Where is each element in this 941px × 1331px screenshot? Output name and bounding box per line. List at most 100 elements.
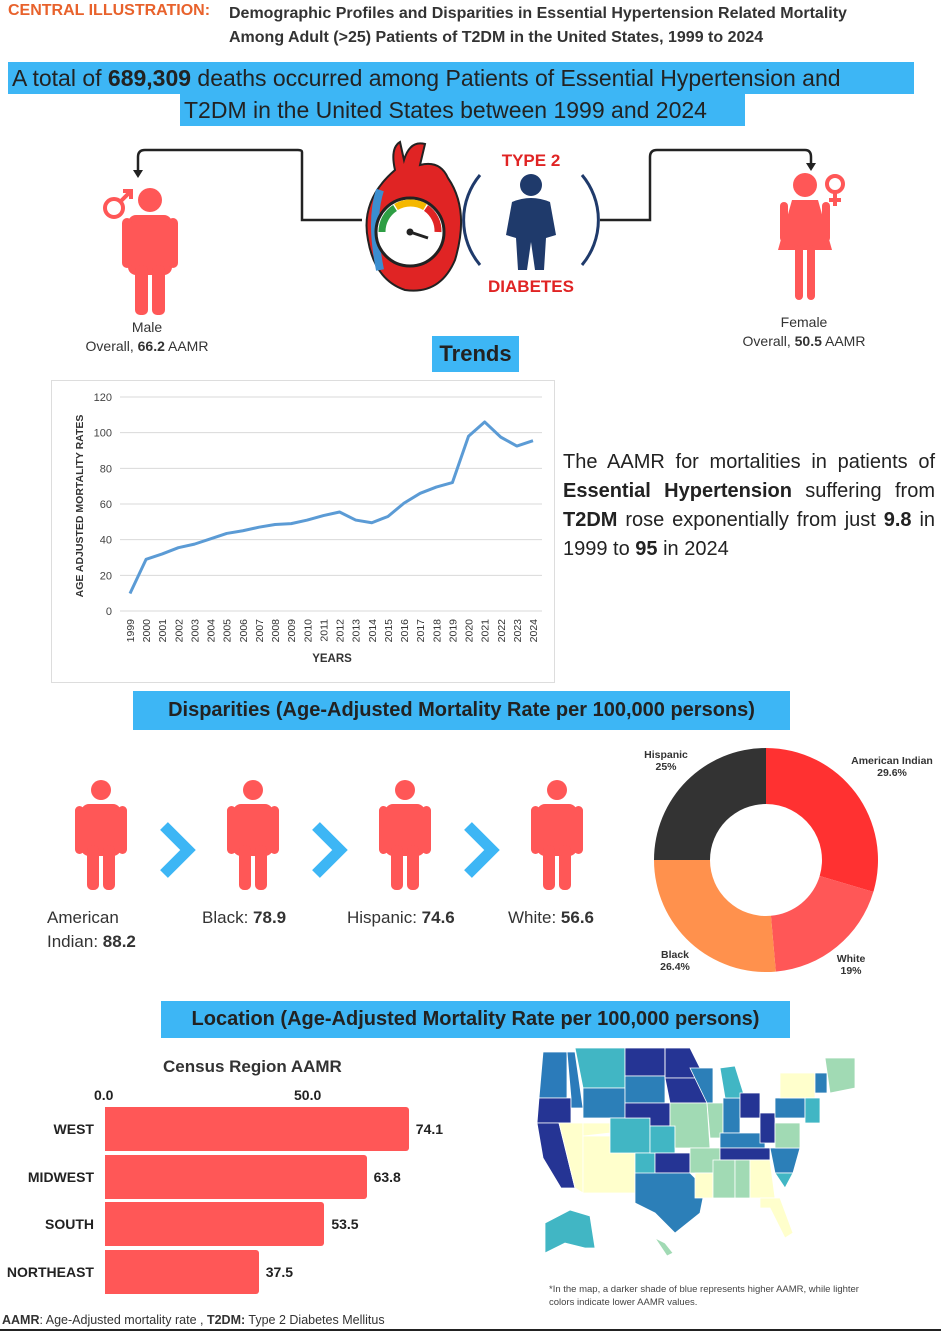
x-tick-label: 2001 bbox=[157, 619, 169, 643]
connector-line-female bbox=[600, 148, 813, 222]
bar-midwest bbox=[105, 1154, 367, 1199]
donut-percent: 26.4% bbox=[660, 961, 690, 973]
y-axis-title: AGE ADJUSTED MORTALITY RATES bbox=[74, 415, 86, 598]
race-value: 78.9 bbox=[253, 908, 287, 927]
race-value: 56.6 bbox=[560, 908, 595, 927]
x-tick-label: 2023 bbox=[512, 619, 524, 643]
bar-category-label: MIDWEST bbox=[27, 1168, 94, 1185]
x-tick-label: 2020 bbox=[464, 619, 476, 643]
bar-value-label: 37.5 bbox=[265, 1263, 293, 1280]
x-tick-label: 2024 bbox=[528, 619, 540, 643]
y-tick-label: 60 bbox=[100, 499, 112, 511]
banner-text: A total of bbox=[12, 65, 108, 91]
person-icon-black bbox=[227, 780, 279, 890]
desc-bold: 95 bbox=[635, 538, 658, 560]
person-icon-american-indian bbox=[75, 780, 127, 890]
race-value: 74.6 bbox=[421, 908, 455, 927]
trend-line bbox=[128, 420, 534, 595]
map-note-line: colors indicate lower AAMR values. bbox=[549, 1297, 698, 1308]
abbr: AAMR bbox=[2, 1313, 40, 1327]
x-tick-label: 2002 bbox=[173, 619, 185, 643]
x-tick-label: 2004 bbox=[206, 619, 218, 643]
type2-text: TYPE 2 bbox=[502, 151, 561, 170]
chevron-right-icon bbox=[316, 826, 340, 874]
y-tick-label: 80 bbox=[100, 463, 112, 475]
x-axis-title: YEARS bbox=[312, 653, 352, 665]
x-tick-label: 2022 bbox=[496, 619, 508, 643]
diabetes-text: DIABETES bbox=[488, 277, 574, 296]
x-tick-label: 2007 bbox=[254, 619, 266, 643]
desc-bold: T2DM bbox=[563, 509, 618, 531]
male-unit: AAMR bbox=[164, 338, 209, 354]
male-label: Male bbox=[131, 319, 163, 335]
bar-value-label: 63.8 bbox=[373, 1168, 401, 1185]
x-tick-label: 2006 bbox=[238, 619, 250, 643]
header-label: CENTRAL ILLUSTRATION: bbox=[8, 2, 211, 19]
disparities-title: Disparities (Age-Adjusted Mortality Rate… bbox=[133, 691, 790, 730]
title-line-2: Among Adult (>25) Patients of T2DM in th… bbox=[229, 29, 764, 46]
x-tick-label: 2021 bbox=[480, 619, 492, 643]
chevron-right-icon bbox=[468, 826, 492, 874]
donut-percent: 25% bbox=[655, 761, 677, 773]
page-title: Demographic Profiles and Disparities in … bbox=[229, 2, 929, 50]
title-line-1: Demographic Profiles and Disparities in … bbox=[229, 5, 847, 22]
x-tick-label: 2018 bbox=[431, 619, 443, 643]
desc-text: rose exponentially from just bbox=[617, 509, 884, 531]
x-tick-label: 2019 bbox=[447, 619, 459, 643]
desc-bold: Essential Hypertension bbox=[563, 480, 792, 502]
donut-label: White bbox=[837, 953, 866, 965]
person-icon-hispanic bbox=[379, 780, 431, 890]
donut-slice-black bbox=[654, 860, 776, 972]
abbr-def: Type 2 Diabetes Mellitus bbox=[245, 1313, 385, 1327]
location-title: Location (Age-Adjusted Mortality Rate pe… bbox=[161, 1001, 790, 1038]
us-choropleth-map bbox=[536, 1048, 856, 1257]
census-region-bar-chart: WEST 74.1 MIDWEST 63.8 SOUTH 53.5 NORTHEAST 37.… bbox=[0, 1107, 520, 1297]
abbr: T2DM: bbox=[206, 1313, 246, 1327]
male-stat: Male Overall, 66.2 AAMR bbox=[67, 318, 227, 356]
y-tick-label: 120 bbox=[94, 392, 112, 404]
female-unit: AAMR bbox=[821, 333, 866, 349]
x-tick-label: 2009 bbox=[286, 619, 298, 643]
donut-percent: 19% bbox=[840, 965, 862, 977]
x-tick-label: 2014 bbox=[367, 619, 379, 643]
bar-category-label: NORTHEAST bbox=[6, 1263, 94, 1280]
trend-description: The AAMR for mortalities in patients of … bbox=[563, 448, 935, 564]
x-tick-label: 2017 bbox=[415, 619, 427, 643]
female-aamr-value: 50.5 bbox=[794, 333, 822, 349]
bar-category-label: WEST bbox=[53, 1121, 94, 1137]
race-name: Black: bbox=[202, 908, 249, 927]
donut-slice-hispanic bbox=[654, 748, 766, 860]
female-symbol-icon bbox=[825, 174, 845, 206]
banner-text: deaths occurred among Patients of Essent… bbox=[191, 65, 841, 91]
total-deaths-banner: A total of 689,309 deaths occurred among… bbox=[8, 62, 914, 94]
x-tick-label: 2000 bbox=[141, 619, 153, 643]
trends-tag: Trends bbox=[432, 336, 519, 372]
chevron-right-icon bbox=[164, 826, 188, 874]
bar-northeast bbox=[105, 1249, 259, 1294]
donut-label: American Indian bbox=[851, 755, 933, 767]
y-tick-label: 100 bbox=[94, 428, 112, 440]
bar-value-label: 53.5 bbox=[331, 1216, 359, 1232]
female-prefix: Overall, bbox=[742, 333, 795, 349]
bar-category-label: SOUTH bbox=[45, 1216, 94, 1232]
x-tick-label: 1999 bbox=[125, 619, 137, 643]
desc-text: suffering from bbox=[791, 480, 935, 502]
banner-line-2: T2DM in the United States between 1999 a… bbox=[180, 94, 745, 126]
race-name: White: bbox=[508, 908, 557, 927]
x-tick-label: 2016 bbox=[399, 619, 411, 643]
race-name: American Indian: bbox=[47, 908, 119, 951]
desc-text: in 2024 bbox=[657, 538, 729, 560]
x-tick-label: 2012 bbox=[335, 619, 347, 643]
male-symbol-icon bbox=[103, 189, 133, 219]
total-deaths-value: 689,309 bbox=[107, 65, 192, 91]
female-stat: Female Overall, 50.5 AAMR bbox=[724, 313, 884, 351]
x-tick: 0.0 bbox=[94, 1087, 114, 1103]
x-tick-label: 2015 bbox=[383, 619, 395, 643]
x-tick-label: 2003 bbox=[189, 619, 201, 643]
male-aamr-value: 66.2 bbox=[137, 338, 165, 354]
abbr-def: : Age-Adjusted mortality rate , bbox=[39, 1313, 207, 1327]
bar-chart-title: Census Region AAMR bbox=[163, 1057, 342, 1076]
male-figure-icon bbox=[122, 188, 178, 315]
x-tick-label: 2011 bbox=[318, 619, 330, 642]
